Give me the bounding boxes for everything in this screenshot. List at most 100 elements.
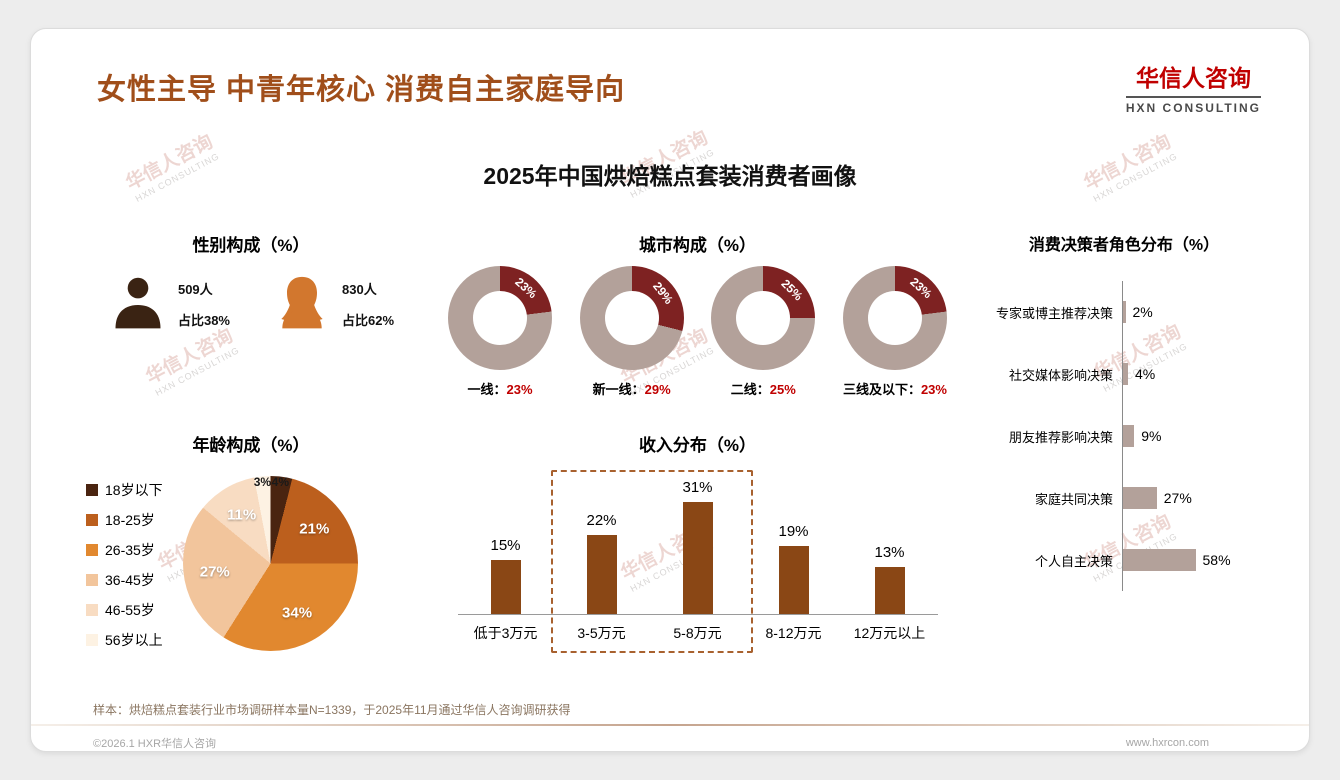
- female-count: 830人: [342, 282, 377, 297]
- legend-swatch: [86, 544, 98, 556]
- donut-caption-label: 一线：: [467, 382, 507, 397]
- female-icon: [281, 276, 323, 329]
- income-bar: [682, 502, 713, 614]
- age-pie-wrap: 4% 21% 34% 27% 11% 3%: [182, 474, 358, 651]
- decision-value-label: 58%: [1202, 552, 1231, 568]
- logo-cn-text: 华信人咨询: [1125, 59, 1261, 98]
- sample-note: 样本：烘焙糕点套装行业市场调研样本量N=1339，于2025年11月通过华信人咨…: [93, 703, 571, 717]
- decision-bar: [1123, 549, 1196, 571]
- male-stats: 509人 占比38%: [178, 279, 230, 329]
- decision-row: 朋友推荐影响决策 9%: [979, 405, 1269, 467]
- income-bar-slot: 19%: [746, 523, 842, 614]
- age-chart: 18岁以下 18-25岁 26-35岁 36-45岁 46-55岁 56岁以上 4% 21%…: [86, 464, 416, 651]
- decision-rows: 专家或博主推荐决策 2% 社交媒体影响决策 4% 朋友推荐影响决策 9% 家庭共同决策 27%…: [979, 281, 1269, 591]
- donut-caption-value: 29%: [644, 382, 671, 397]
- legend-item: 18-25岁: [86, 510, 163, 530]
- income-category-label: 5-8万元: [673, 625, 722, 641]
- donut-caption: 三线及以下：23%: [843, 379, 947, 398]
- gender-female-item: 830人 占比62%: [272, 274, 394, 334]
- legend-label: 56岁以上: [105, 632, 163, 648]
- legend-item: 56岁以上: [86, 630, 163, 650]
- pie-slice-label: 21%: [299, 520, 330, 538]
- decision-bar: [1123, 363, 1128, 385]
- legend-label: 18-25岁: [105, 512, 155, 528]
- pie-slice-label: 34%: [282, 604, 313, 622]
- income-chart: 15% 22% 31% 19% 13% 低于3万元 3-5万元 5-8万元 8-12万元 12万…: [457, 464, 938, 653]
- legend-swatch: [86, 484, 98, 496]
- legend-swatch: [86, 574, 98, 586]
- logo-en-text: HXN CONSULTING: [1125, 101, 1261, 115]
- decision-value-label: 4%: [1135, 366, 1156, 382]
- donut-caption: 新一线：29%: [593, 379, 671, 398]
- city-donut-group: 23% 三线及以下：23%: [834, 266, 956, 398]
- male-icon: [115, 277, 161, 329]
- city-donut-group: 29% 新一线：29%: [571, 266, 693, 398]
- footer-website: www.hxrcon.com: [1125, 737, 1209, 749]
- income-bars: 15% 22% 31% 19% 13%: [458, 464, 938, 614]
- page-title: 女性主导 中青年核心 消费自主家庭导向: [97, 74, 626, 106]
- pie-slice-label: 3%: [253, 474, 272, 489]
- decision-label: 专家或博主推荐决策: [995, 305, 1113, 321]
- donut-percent-label: 29%: [650, 279, 677, 308]
- legend-label: 36-45岁: [105, 572, 155, 588]
- legend-item: 18岁以下: [86, 480, 163, 500]
- decision-label: 朋友推荐影响决策: [1008, 429, 1113, 445]
- male-count: 509人: [177, 282, 213, 297]
- decision-bar-cell: 58%: [1122, 529, 1269, 591]
- age-section: 年龄构成（%） 18岁以下 18-25岁 26-35岁 36-45岁 46-55岁 56岁…: [86, 415, 416, 697]
- city-donut-chart: 23%: [842, 266, 947, 370]
- income-section: 收入分布（%） 15% 22% 31% 19% 13% 低于3万元 3-5万元 5-8万元 8…: [431, 415, 964, 697]
- legend-item: 26-35岁: [86, 540, 163, 560]
- income-section-title: 收入分布（%）: [638, 436, 757, 455]
- city-donut-chart: 23%: [448, 266, 552, 370]
- decision-label: 家庭共同决策: [1034, 491, 1113, 507]
- footer-divider: [31, 724, 1309, 726]
- income-value-label: 22%: [586, 511, 617, 529]
- donut-caption: 一线：23%: [467, 379, 532, 398]
- charts-grid: 性别构成（%） 509人 占比38%: [31, 191, 1309, 697]
- footer-copyright: ©2026.1 HXR华信人咨询: [93, 738, 217, 750]
- income-category-label: 3-5万元: [577, 625, 626, 641]
- gender-section-title: 性别构成（%）: [192, 236, 310, 255]
- income-category-label: 12万元以上: [853, 625, 926, 641]
- decision-row: 家庭共同决策 27%: [979, 467, 1269, 529]
- legend-swatch: [86, 634, 98, 646]
- income-value-label: 13%: [874, 544, 905, 562]
- income-cats: 低于3万元 3-5万元 5-8万元 8-12万元 12万元以上: [458, 615, 938, 643]
- decision-row: 专家或博主推荐决策 2%: [979, 281, 1269, 343]
- income-bar: [490, 560, 521, 614]
- slide-content: 女性主导 中青年核心 消费自主家庭导向 华信人咨询 HXN CONSULTING…: [31, 29, 1309, 751]
- income-category-label: 8-12万元: [765, 625, 822, 641]
- header: 女性主导 中青年核心 消费自主家庭导向 华信人咨询 HXN CONSULTING: [31, 29, 1309, 115]
- decision-row: 个人自主决策 58%: [979, 529, 1269, 591]
- female-share: 占比62%: [342, 313, 395, 328]
- decision-bar-cell: 2%: [1122, 281, 1269, 343]
- age-legend: 18岁以下 18-25岁 26-35岁 36-45岁 46-55岁 56岁以上: [86, 480, 163, 651]
- legend-label: 26-35岁: [105, 542, 155, 558]
- income-bar: [586, 534, 617, 614]
- city-donuts: 23% 一线：23% 29% 新一线：29% 25% 二线：25% 23% 三线及以下：23%: [431, 266, 964, 398]
- decision-row: 社交媒体影响决策 4%: [979, 343, 1269, 405]
- city-section: 城市构成（%） 23% 一线：23% 29% 新一线：29% 25% 二线：25% 23% 三…: [431, 215, 964, 415]
- donut-percent-label: 23%: [907, 274, 936, 302]
- income-bar-slot: 22%: [554, 512, 650, 614]
- city-donut-group: 25% 二线：25%: [702, 266, 824, 398]
- legend-swatch: [86, 514, 98, 526]
- decision-bar: [1123, 425, 1135, 447]
- decision-value-label: 27%: [1163, 490, 1192, 506]
- slide-card: 华信人咨询 HXN CONSULTING 华信人咨询 HXN CONSULTING 华信…: [30, 28, 1310, 752]
- income-category-label: 低于3万元: [473, 625, 538, 641]
- income-bar: [778, 545, 809, 614]
- gender-pictogram: 509人 占比38% 830人 占比62%: [86, 274, 416, 334]
- decision-bar-cell: 4%: [1122, 343, 1269, 405]
- legend-item: 36-45岁: [86, 570, 163, 590]
- pie-slice-label: 11%: [226, 506, 257, 524]
- female-stats: 830人 占比62%: [342, 279, 394, 329]
- decision-bar: [1123, 301, 1126, 323]
- age-pie-chart: [182, 476, 358, 651]
- decision-bar: [1123, 487, 1157, 509]
- donut-caption-value: 25%: [769, 382, 796, 397]
- decision-label: 社交媒体影响决策: [1008, 367, 1113, 383]
- pie-slice-label: 27%: [199, 563, 230, 581]
- pie-slice-label: 4%: [271, 475, 290, 490]
